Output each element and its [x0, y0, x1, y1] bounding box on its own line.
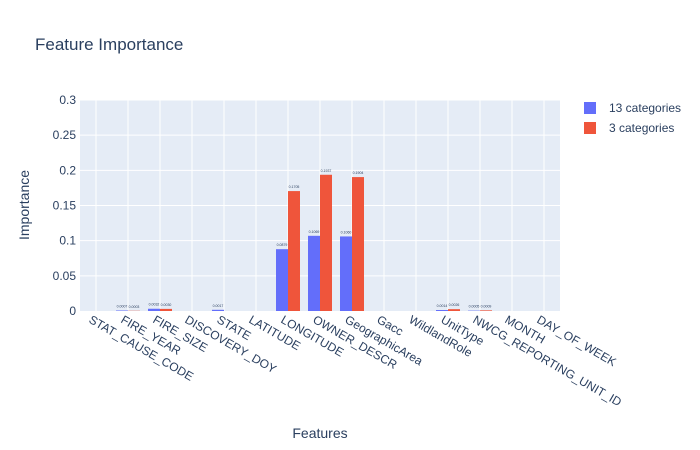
data-label: 0.0032 — [149, 303, 160, 307]
data-label: 0.0026 — [449, 303, 460, 307]
x-axis-ticks: STAT_CAUSE_CODEFIRE_YEARFIRE_SIZEDISCOVE… — [87, 312, 625, 409]
data-label: 0.0030 — [161, 303, 172, 307]
data-label: 0.1904 — [353, 171, 364, 175]
data-label: 0.1937 — [321, 169, 332, 173]
data-label: 0.0009 — [481, 304, 492, 308]
data-label: 0.1069 — [309, 230, 320, 234]
bar — [352, 177, 364, 311]
data-label: 0.0003 — [129, 305, 140, 309]
y-tick-label: 0.15 — [53, 199, 77, 213]
y-tick-label: 0.2 — [59, 163, 76, 177]
bar — [212, 309, 224, 311]
x-axis-title: Features — [292, 425, 347, 441]
y-axis-ticks: 0 0.05 0.1 0.15 0.2 0.25 0.3 — [53, 93, 77, 318]
data-label: 0.0007 — [117, 305, 128, 309]
y-tick-label: 0.3 — [59, 93, 76, 107]
y-axis-title: Importance — [16, 170, 32, 240]
bar — [340, 236, 352, 311]
bar — [448, 309, 460, 311]
bar — [480, 310, 492, 311]
y-tick-label: 0.1 — [59, 234, 76, 248]
chart-title: Feature Importance — [35, 35, 183, 54]
y-tick-label: 0.25 — [53, 128, 77, 142]
data-label: 0.0017 — [213, 304, 224, 308]
bar — [276, 249, 288, 311]
legend-swatch — [584, 122, 596, 134]
data-label: 0.0014 — [437, 304, 448, 308]
legend: 13 categories 3 categories — [584, 101, 681, 135]
bar — [436, 310, 448, 311]
bar — [288, 191, 300, 311]
data-label: 0.1060 — [341, 230, 352, 234]
y-tick-label: 0 — [69, 304, 76, 318]
data-label: 0.0005 — [469, 305, 480, 309]
bar — [160, 308, 172, 311]
bar — [320, 174, 332, 311]
data-label: 0.0879 — [277, 243, 288, 247]
bars — [116, 174, 492, 311]
legend-swatch — [584, 102, 596, 114]
y-tick-label: 0.05 — [53, 269, 77, 283]
bar — [148, 308, 160, 311]
legend-label: 3 categories — [609, 121, 674, 135]
bar — [308, 235, 320, 311]
data-labels: 0.0007 0.0032 0.0017 0.0879 0.1069 0.1060 0.00… — [117, 169, 492, 309]
legend-label: 13 categories — [609, 101, 681, 115]
data-label: 0.1705 — [289, 185, 300, 189]
